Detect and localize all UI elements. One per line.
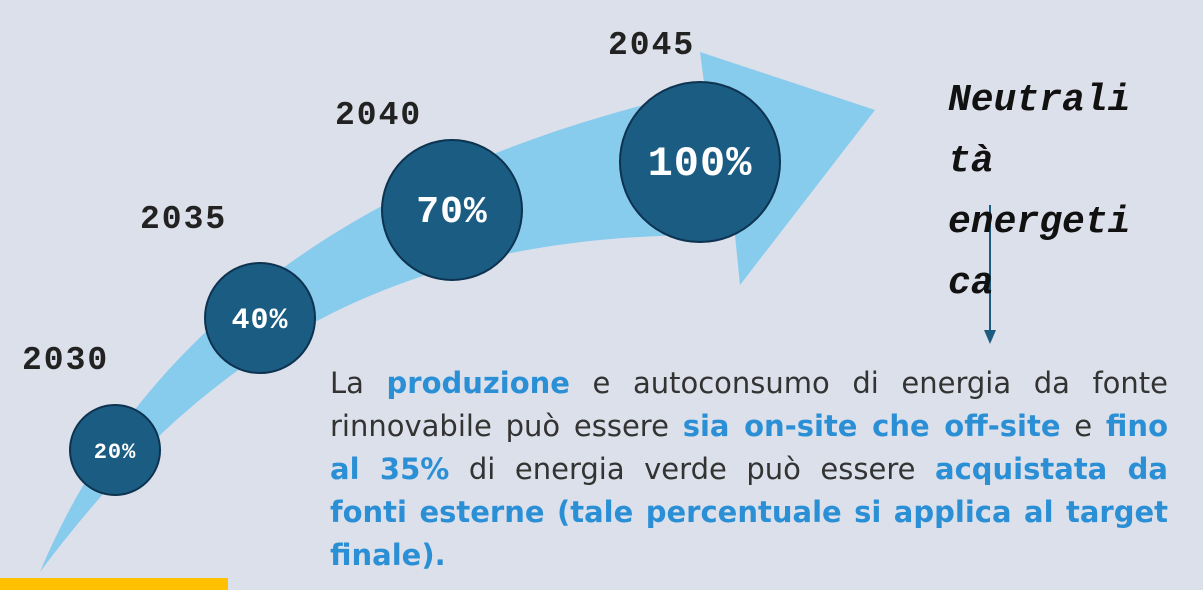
- goal-text: Neutralità energetica: [948, 79, 1131, 305]
- highlight-text: fino al 35%: [330, 409, 1168, 486]
- body-text: di energia verde può essere: [449, 452, 936, 486]
- milestone-label: 40%: [231, 304, 288, 338]
- milestone-year: 2040: [335, 97, 422, 134]
- highlight-text: sia on-site che off-site: [682, 409, 1061, 443]
- milestone-circle: [381, 139, 523, 281]
- yellow-bar: [0, 578, 228, 590]
- milestone-circle: [619, 81, 781, 243]
- milestone-circle: [69, 404, 161, 496]
- body-text: e: [1060, 409, 1106, 443]
- milestone-label: 100%: [648, 140, 753, 188]
- body-text: e autoconsumo di energia da fonte rinnov…: [330, 366, 1168, 443]
- pointer-head: [984, 330, 996, 344]
- highlight-text: acquistata da fonti esterne (tale percen…: [330, 452, 1168, 572]
- description: La produzione e autoconsumo di energia d…: [330, 362, 1168, 577]
- body-text: La: [330, 366, 387, 400]
- milestone-circle: [204, 262, 316, 374]
- milestone-year: 2035: [140, 201, 227, 238]
- milestone-label: 70%: [416, 191, 487, 234]
- highlight-text: produzione: [386, 366, 570, 400]
- milestone-label: 20%: [94, 440, 137, 465]
- milestone-year: 2045: [608, 27, 695, 64]
- milestone-year: 2030: [22, 342, 109, 379]
